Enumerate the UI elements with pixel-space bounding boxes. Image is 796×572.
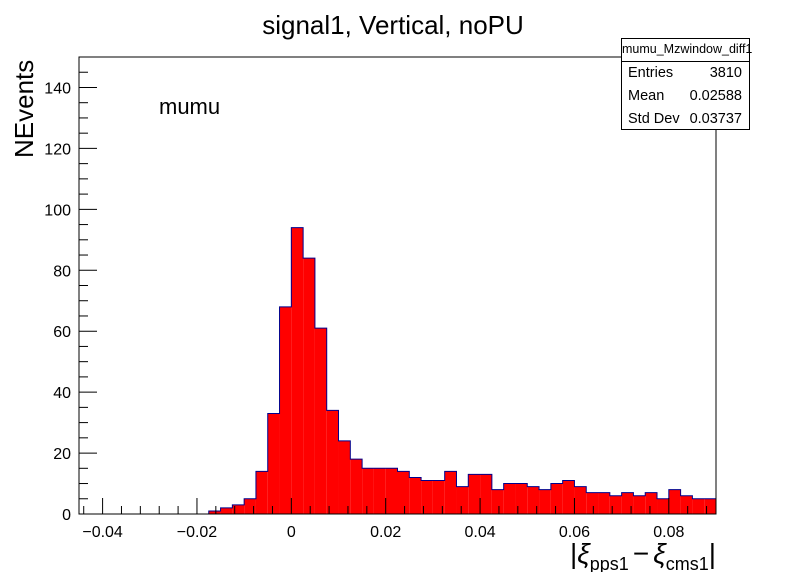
histogram-bar (279, 306, 292, 514)
histogram-bar (562, 480, 575, 514)
stats-value: 0.03737 (689, 111, 742, 127)
stats-row-mean: Mean 0.02588 (622, 85, 749, 108)
histogram-bar (657, 498, 669, 514)
histogram-bar (421, 480, 433, 514)
histogram-bar (468, 474, 481, 514)
x-tick-label: 0 (287, 524, 296, 541)
histogram-bar (255, 471, 268, 514)
histogram-bars (79, 227, 717, 515)
histogram-bar (503, 483, 516, 514)
stats-row-entries: Entries 3810 (622, 62, 749, 85)
x-tick-label: −0.04 (82, 524, 123, 541)
stats-box-title: mumu_Mzwindow_diff1 (622, 39, 752, 62)
histogram-bar (668, 489, 681, 514)
histogram-bar (574, 486, 587, 514)
histogram-bar (350, 459, 363, 514)
annotation-mumu: mumu (159, 94, 220, 119)
histogram-bar (432, 480, 445, 514)
x-tick-label: 0.02 (370, 524, 401, 541)
histogram-bar (291, 227, 304, 514)
chart-title: signal1, Vertical, noPU (262, 10, 524, 40)
histogram-bar (515, 483, 528, 514)
histogram-bar (480, 474, 492, 514)
histogram-bar (704, 498, 716, 514)
histogram-bar (692, 498, 705, 514)
x-axis-ticks (83, 498, 708, 514)
histogram-bar (338, 440, 351, 514)
y-tick-labels: 0 20 40 60 80 100 120 140 (44, 80, 71, 524)
histogram-bar (444, 471, 457, 514)
y-tick-label: 60 (53, 324, 71, 341)
y-tick-label: 140 (44, 80, 71, 97)
x-tick-label: 0.04 (465, 524, 496, 541)
histogram-bar (409, 477, 422, 514)
histogram-bar (456, 486, 469, 514)
stats-row-stddev: Std Dev 0.03737 (622, 108, 749, 131)
x-tick-label: 0.08 (653, 524, 684, 541)
histogram-bar (539, 489, 551, 514)
stats-value: 0.02588 (689, 88, 742, 104)
y-tick-label: 40 (53, 385, 71, 402)
histogram-bar (609, 495, 622, 514)
stats-box: mumu_Mzwindow_diff1 Entries 3810 Mean 0.… (621, 38, 752, 131)
histogram-bar (303, 258, 315, 514)
histogram-bar (244, 498, 256, 514)
y-tick-label: 120 (44, 141, 71, 158)
stats-value: 3810 (709, 65, 742, 81)
histogram-bar (373, 468, 386, 514)
y-tick-label: 100 (44, 202, 71, 219)
stats-label: Entries (628, 65, 674, 81)
x-tick-label: −0.02 (177, 524, 218, 541)
histogram-bar (550, 483, 563, 514)
histogram-bar (267, 413, 280, 514)
histogram-bar (208, 510, 221, 514)
histogram-bar (491, 489, 504, 514)
histogram-bar (645, 492, 658, 514)
y-tick-label: 20 (53, 446, 71, 463)
histogram-outline (79, 227, 717, 515)
histogram-bar (527, 486, 540, 514)
y-tick-label: 0 (62, 507, 71, 524)
histogram-bar (326, 410, 339, 514)
histogram-bar (362, 468, 374, 514)
histogram-bar (385, 468, 398, 514)
y-axis-label: NEvents (9, 60, 39, 158)
histogram-bar (397, 471, 410, 514)
histogram-bar (314, 328, 327, 514)
histogram-bar (680, 495, 693, 514)
histogram-bar (220, 507, 233, 514)
x-axis-label: |ξpps1− ξcms1| (570, 538, 716, 572)
y-tick-label: 80 (53, 263, 71, 280)
y-axis-ticks (79, 56, 97, 515)
histogram-bar (232, 504, 245, 514)
x-tick-label: 0.06 (559, 524, 590, 541)
stats-label: Mean (628, 88, 665, 104)
histogram-bar (621, 492, 634, 514)
histogram-bar (586, 492, 599, 514)
histogram-bar (633, 495, 646, 514)
stats-label: Std Dev (628, 111, 680, 127)
x-tick-labels: −0.04 −0.02 0 0.02 0.04 0.06 0.08 (82, 524, 684, 541)
histogram-bar (598, 492, 610, 514)
